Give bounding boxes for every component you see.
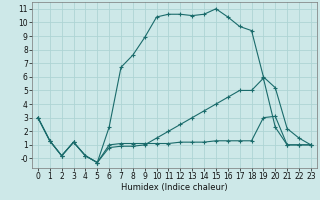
X-axis label: Humidex (Indice chaleur): Humidex (Indice chaleur) (121, 183, 228, 192)
